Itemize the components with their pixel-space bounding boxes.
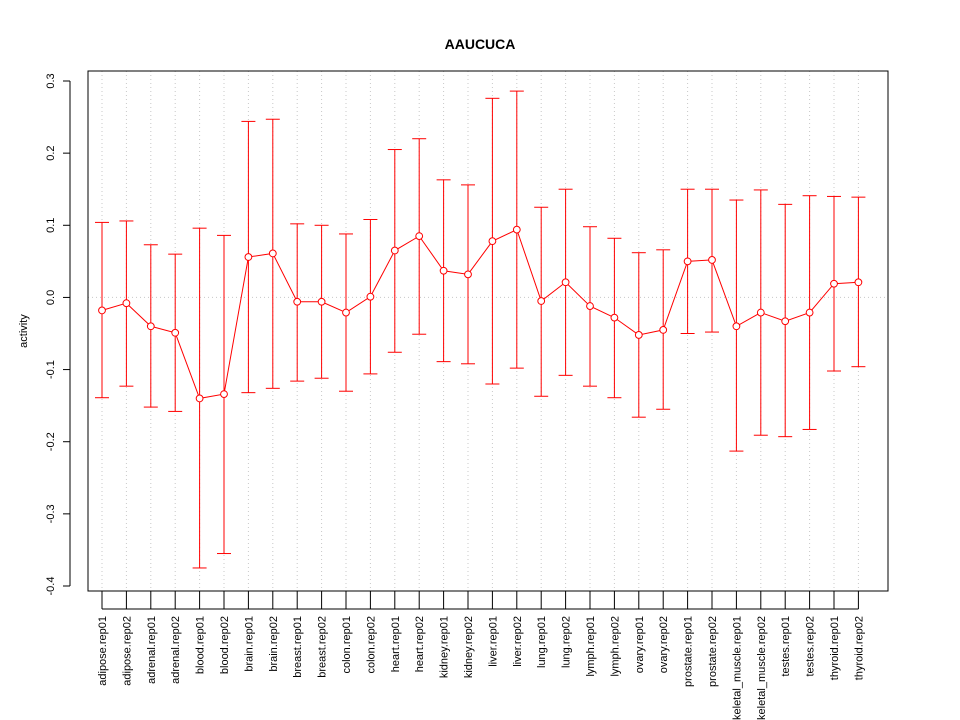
x-tick-label: thyroid.rep02 — [853, 616, 865, 680]
x-tick-label: ovary.rep01 — [634, 616, 646, 673]
y-tick-label: 0.1 — [45, 218, 57, 233]
x-tick-label: liver.rep02 — [512, 616, 524, 667]
x-tick-label: skeletal_muscle.rep01 — [731, 616, 743, 720]
x-tick-label: colon.rep02 — [365, 616, 377, 674]
data-point — [586, 302, 594, 310]
x-tick-label: breast.rep02 — [317, 616, 329, 678]
data-point — [805, 308, 814, 317]
x-tick-label: ovary.rep02 — [658, 616, 670, 673]
data-point — [244, 253, 253, 261]
x-tick-label: prostate.rep01 — [683, 616, 695, 687]
data-point — [854, 278, 863, 287]
error-bars — [95, 90, 866, 569]
y-axis: -0.4 -0.3 -0.2 -0.1 0.0 0.1 0.2 0.3 — [45, 73, 71, 596]
x-tick-label: heart.rep01 — [390, 616, 402, 672]
y-axis-label: activity — [18, 314, 30, 348]
data-point — [342, 308, 350, 317]
data-point — [781, 317, 790, 326]
data-point — [293, 297, 302, 306]
x-tick-label: kidney.rep01 — [439, 616, 451, 678]
data-point — [561, 278, 570, 287]
y-tick-label: -0.1 — [45, 360, 57, 379]
x-tick-label: adrenal.rep01 — [146, 616, 158, 684]
data-point — [732, 322, 741, 331]
x-tick-label: skeletal_muscle.rep02 — [756, 616, 768, 720]
x-tick-label: adipose.rep01 — [97, 616, 109, 686]
data-point — [756, 308, 765, 317]
data-point — [708, 256, 716, 264]
x-tick-label: colon.rep01 — [341, 616, 353, 674]
series-line — [101, 228, 859, 399]
y-tick-label: -0.3 — [45, 504, 57, 523]
data-point — [171, 328, 180, 337]
data-point — [512, 225, 521, 234]
data-point — [146, 322, 155, 331]
data-point — [830, 279, 838, 288]
data-point — [195, 394, 204, 403]
x-tick-label: blood.rep01 — [195, 616, 207, 674]
data-point — [390, 246, 399, 255]
data-point — [220, 390, 228, 399]
data-point — [659, 325, 668, 334]
x-tick-label: lymph.rep02 — [609, 616, 621, 677]
x-tick-label: adrenal.rep02 — [170, 616, 182, 684]
data-point — [317, 297, 326, 306]
data-point — [537, 297, 546, 305]
data-point — [268, 249, 277, 258]
x-tick-label: testes.rep01 — [780, 616, 792, 677]
data-point — [366, 292, 375, 301]
data-point — [488, 237, 497, 246]
x-tick-label: kidney.rep02 — [463, 616, 475, 678]
x-tick-label: prostate.rep02 — [707, 616, 719, 687]
data-point — [98, 306, 106, 315]
x-tick-label: liver.rep01 — [487, 616, 499, 667]
data-point — [122, 299, 131, 308]
data-point — [439, 266, 448, 275]
data-point — [610, 313, 619, 322]
data-point — [634, 331, 643, 339]
x-tick-label: blood.rep02 — [219, 616, 231, 674]
plot-frame — [87, 70, 889, 592]
y-tick-label: 0.3 — [45, 73, 57, 88]
grid — [88, 71, 888, 591]
y-tick-label: -0.4 — [45, 577, 57, 596]
x-tick-label: breast.rep01 — [292, 616, 304, 678]
x-tick-label: lymph.rep01 — [585, 616, 597, 677]
x-tick-label: lung.rep02 — [561, 616, 573, 668]
data-points — [98, 225, 863, 403]
data-point — [464, 270, 472, 279]
x-tick-label: thyroid.rep01 — [829, 616, 841, 680]
data-point — [415, 232, 424, 241]
x-tick-label: heart.rep02 — [414, 616, 426, 672]
x-tick-label: testes.rep02 — [805, 616, 817, 677]
x-tick-label: brain.rep01 — [243, 616, 255, 672]
x-tick-label: adipose.rep02 — [121, 616, 133, 686]
chart-title: AAUCUCA — [445, 36, 516, 52]
x-tick-label: brain.rep02 — [268, 616, 280, 672]
y-tick-label: -0.2 — [45, 432, 57, 451]
x-tick-label: lung.rep01 — [536, 616, 548, 668]
y-tick-label: 0.0 — [45, 290, 57, 305]
x-axis: adipose.rep01 adipose.rep02 adrenal.rep01 a… — [97, 591, 865, 720]
data-point — [683, 257, 692, 266]
y-tick-label: 0.2 — [45, 145, 57, 160]
